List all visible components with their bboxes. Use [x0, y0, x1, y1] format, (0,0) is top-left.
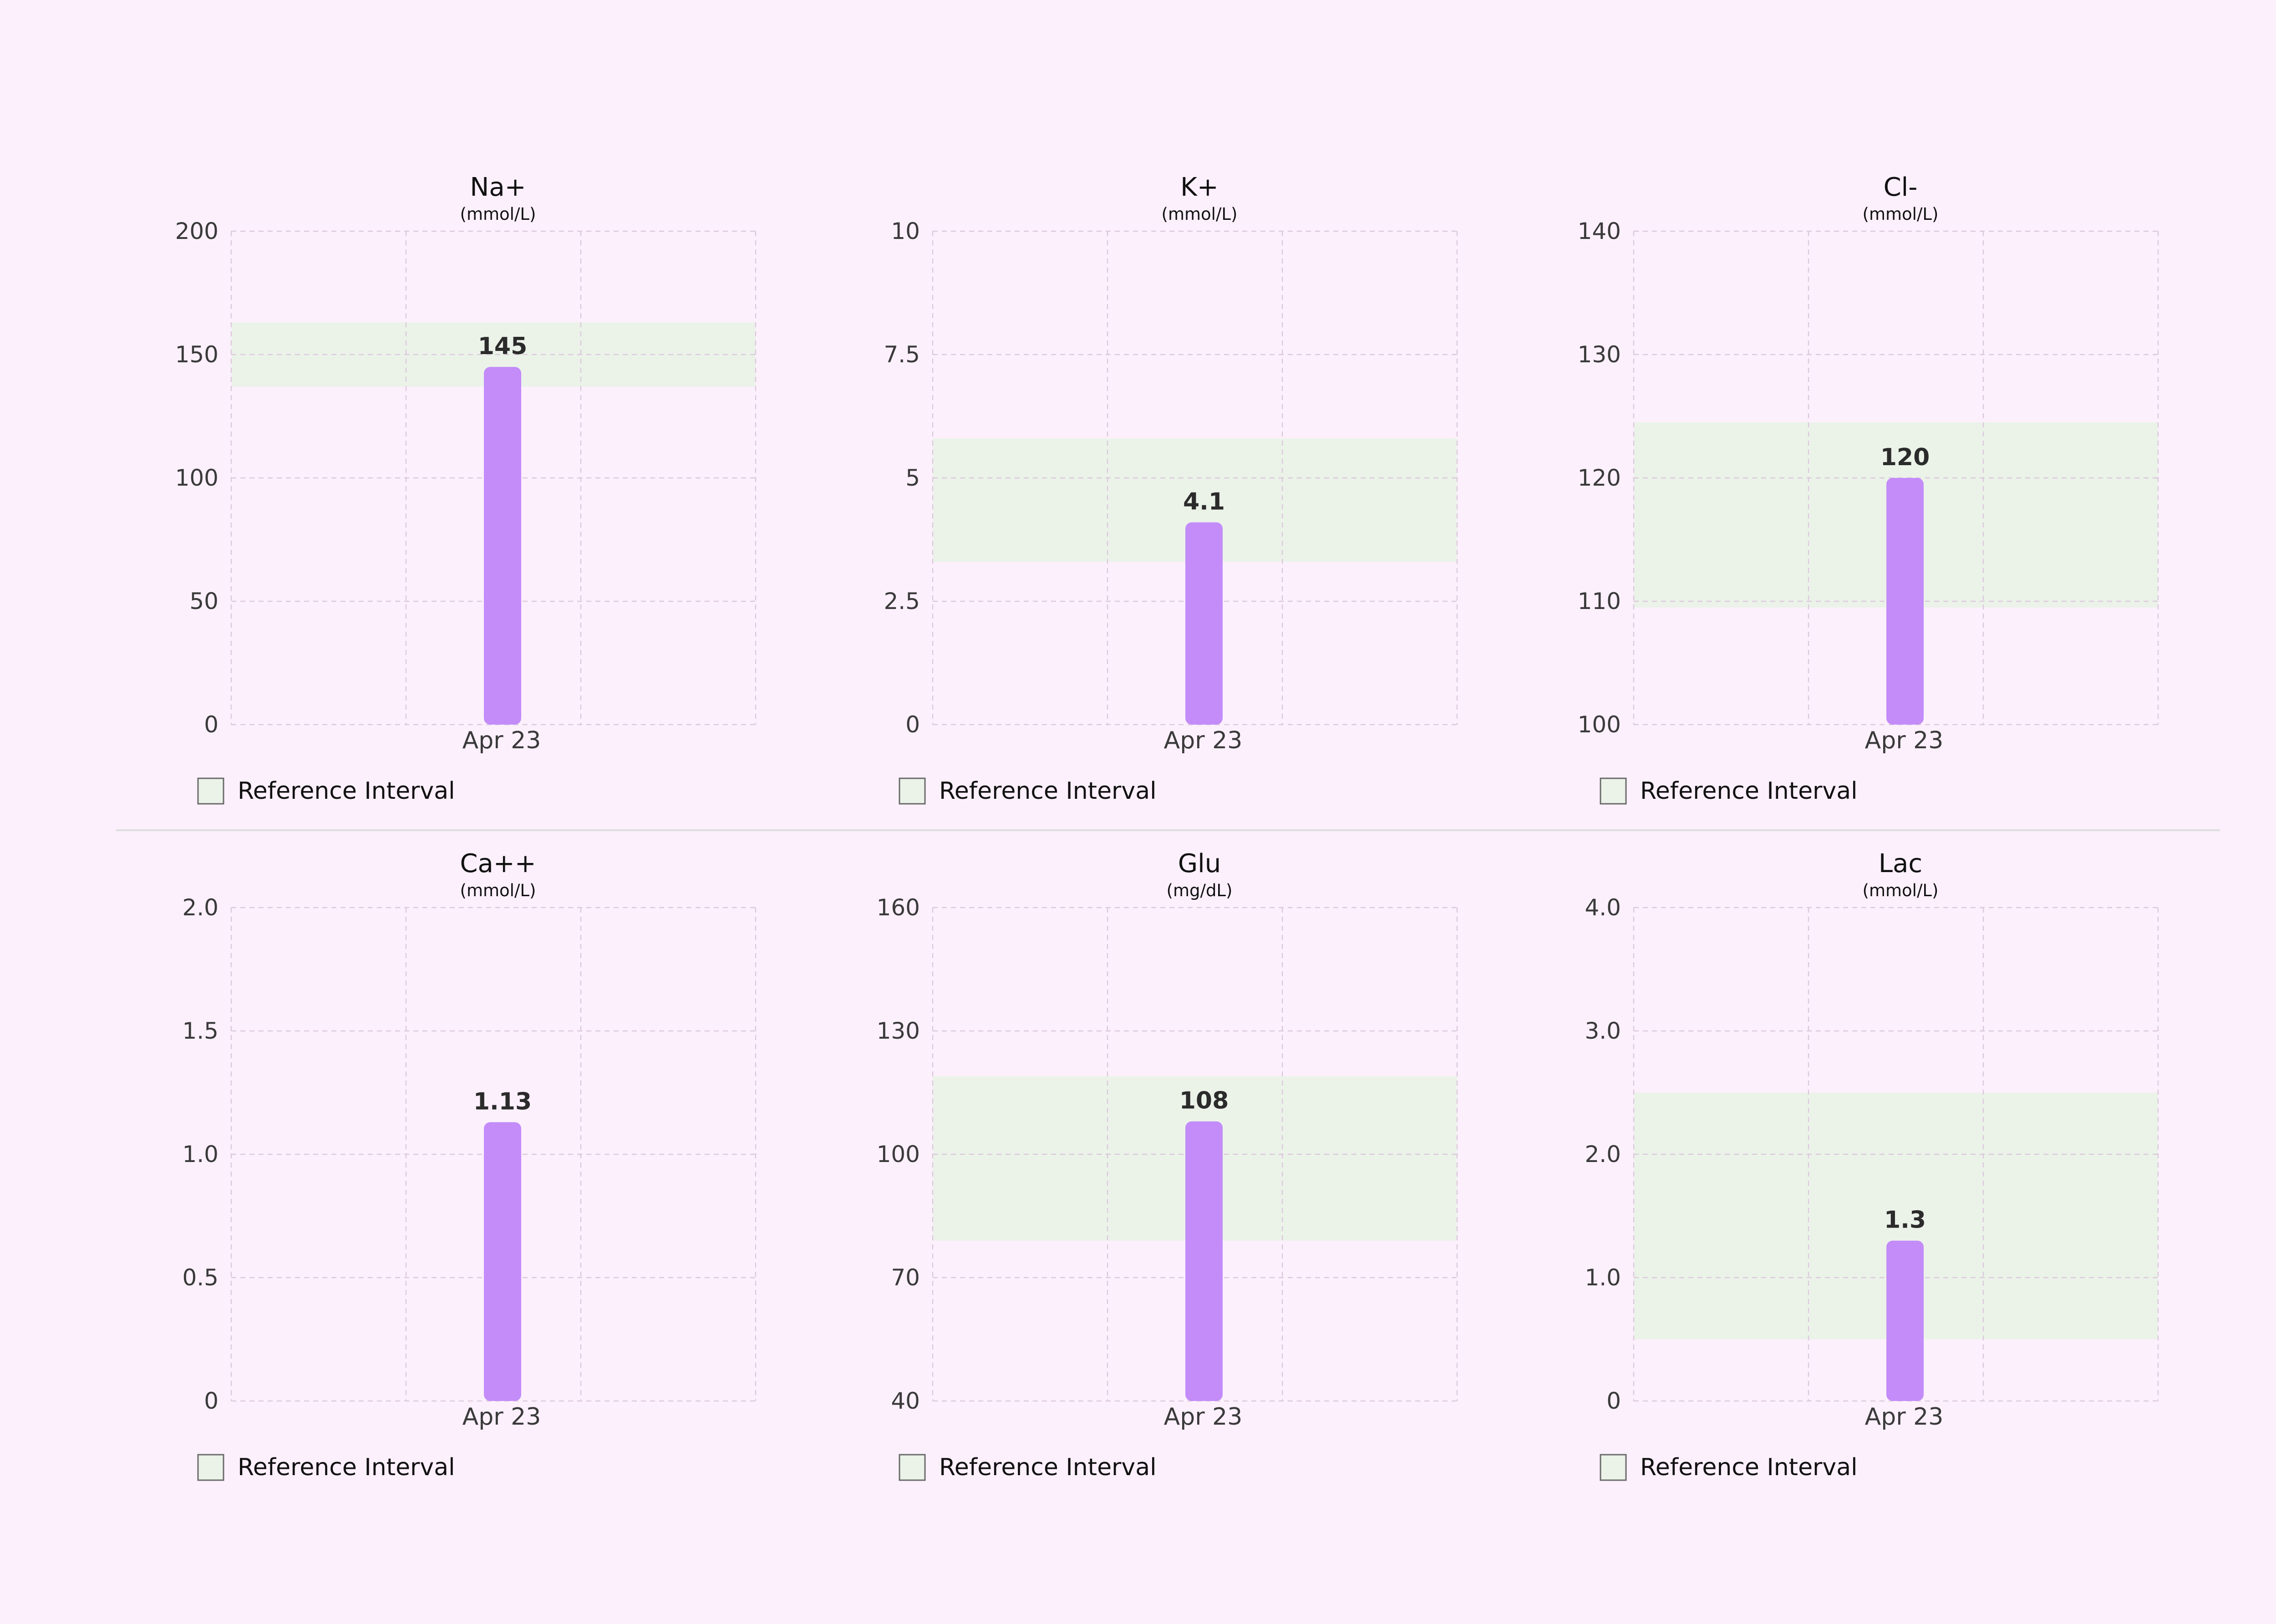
- legend-swatch: [1600, 1454, 1627, 1481]
- bar: [484, 367, 521, 725]
- y-tick-label: 100: [1578, 711, 1621, 738]
- chart-unit: (mmol/L): [1863, 881, 1939, 900]
- chart-title: Cl-: [1884, 173, 1918, 202]
- legend-swatch: [899, 1454, 926, 1481]
- value-label: 145: [478, 333, 528, 360]
- legend: Reference Interval: [197, 1454, 455, 1481]
- chart-3: 100 110 120 130 140 120 Apr 23 Cl-(mmol/L) Refer…: [1578, 173, 2159, 805]
- chart-title: Ca++: [460, 849, 536, 878]
- y-tick-label: 130: [1578, 341, 1621, 368]
- legend: Reference Interval: [899, 1454, 1157, 1481]
- chart-unit: (mmol/L): [1863, 204, 1939, 224]
- chart-title: Glu: [1178, 849, 1221, 878]
- y-tick-label: 150: [175, 341, 218, 368]
- y-tick-label: 200: [175, 218, 218, 244]
- y-tick-label: 0: [905, 711, 920, 738]
- value-label: 108: [1179, 1087, 1229, 1115]
- legend-label: Reference Interval: [238, 1454, 455, 1481]
- y-tick-label: 1.5: [182, 1018, 218, 1044]
- y-tick-label: 0: [1606, 1388, 1621, 1414]
- y-tick-label: 7.5: [884, 341, 920, 368]
- bar: [1185, 522, 1223, 725]
- y-tick-label: 4.0: [1585, 894, 1621, 921]
- legend: Reference Interval: [1600, 777, 1858, 805]
- chart-unit: (mmol/L): [460, 881, 536, 900]
- legend-label: Reference Interval: [1640, 777, 1858, 805]
- y-tick-label: 0: [204, 711, 218, 738]
- chart-unit: (mmol/L): [1162, 204, 1238, 224]
- x-tick-label: Apr 23: [462, 1403, 541, 1431]
- chart-unit: (mmol/L): [460, 204, 536, 224]
- y-tick-label: 2.0: [182, 894, 218, 921]
- legend: Reference Interval: [899, 777, 1157, 805]
- y-tick-label: 0.5: [182, 1264, 218, 1291]
- value-label: 1.13: [473, 1088, 532, 1116]
- y-tick-label: 160: [877, 894, 920, 921]
- bar: [1886, 478, 1924, 725]
- y-tick-label: 70: [891, 1264, 920, 1291]
- legend-swatch: [899, 777, 926, 805]
- legend: Reference Interval: [197, 777, 455, 805]
- chart-2: 0 2.5 5 7.5 10 4.1 Apr 23 K+(mmol/L) Reference I…: [884, 173, 1458, 805]
- chart-4: 0 0.5 1.0 1.5 2.0 1.13 Apr 23 Ca++ (mmol/L) Refer…: [182, 849, 757, 1481]
- y-tick-label: 10: [891, 218, 920, 244]
- chart-1: 0 50 100 150 200 145 Apr 23 Na+(mmol/L) Referenc…: [175, 173, 757, 805]
- y-tick-label: 130: [877, 1018, 920, 1044]
- value-label: 120: [1880, 444, 1930, 471]
- y-tick-label: 100: [877, 1141, 920, 1167]
- chart-title: Na+: [470, 173, 526, 202]
- bar: [484, 1122, 521, 1401]
- legend-label: Reference Interval: [939, 1454, 1157, 1481]
- y-tick-label: 2.5: [884, 588, 920, 614]
- bar: [1185, 1121, 1223, 1401]
- y-tick-label: 100: [175, 465, 218, 491]
- chart-6: 0 1.0 2.0 3.0 4.0 1.3 Apr 23 Lac (mmol/L) Referen…: [1585, 849, 2159, 1481]
- legend-swatch: [197, 1454, 224, 1481]
- y-tick-label: 1.0: [1585, 1264, 1621, 1291]
- y-tick-label: 1.0: [182, 1141, 218, 1167]
- y-tick-label: 5: [905, 465, 920, 491]
- legend-label: Reference Interval: [1640, 1454, 1858, 1481]
- x-tick-label: Apr 23: [1865, 1403, 1944, 1431]
- legend-label: Reference Interval: [939, 777, 1157, 805]
- legend-swatch: [197, 777, 224, 805]
- chart-title: K+: [1180, 173, 1219, 202]
- value-label: 4.1: [1183, 488, 1225, 516]
- y-tick-label: 120: [1578, 465, 1621, 491]
- y-tick-label: 50: [189, 588, 218, 614]
- value-label: 1.3: [1884, 1207, 1926, 1234]
- bar: [1886, 1240, 1924, 1401]
- chart-title: Lac: [1879, 849, 1922, 878]
- legend-label: Reference Interval: [238, 777, 455, 805]
- chart-5: 40 70 100 130 160 108 Apr 23 Glu (mg/dL) Referenc…: [877, 849, 1458, 1481]
- y-tick-label: 110: [1578, 588, 1621, 614]
- chart-unit: (mg/dL): [1167, 881, 1233, 900]
- x-tick-label: Apr 23: [1164, 1403, 1243, 1431]
- x-tick-label: Apr 23: [1865, 727, 1944, 754]
- y-tick-label: 3.0: [1585, 1018, 1621, 1044]
- y-tick-label: 140: [1578, 218, 1621, 244]
- y-tick-label: 40: [891, 1388, 920, 1414]
- legend-swatch: [1600, 777, 1627, 805]
- y-tick-label: 0: [204, 1388, 218, 1414]
- legend: Reference Interval: [1600, 1454, 1858, 1481]
- y-tick-label: 2.0: [1585, 1141, 1621, 1167]
- x-tick-label: Apr 23: [462, 727, 541, 754]
- x-tick-label: Apr 23: [1164, 727, 1243, 754]
